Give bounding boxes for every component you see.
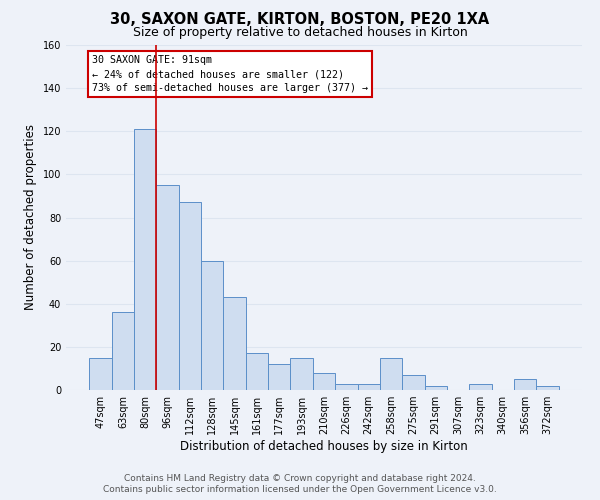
Bar	[536, 386, 559, 390]
Bar	[313, 373, 335, 390]
Bar	[89, 358, 112, 390]
Bar	[157, 185, 179, 390]
Bar	[290, 358, 313, 390]
Y-axis label: Number of detached properties: Number of detached properties	[24, 124, 37, 310]
Bar	[380, 358, 402, 390]
Bar	[425, 386, 447, 390]
Bar	[112, 312, 134, 390]
Bar	[358, 384, 380, 390]
X-axis label: Distribution of detached houses by size in Kirton: Distribution of detached houses by size …	[180, 440, 468, 453]
Bar	[179, 202, 201, 390]
Bar	[469, 384, 491, 390]
Text: 30 SAXON GATE: 91sqm
← 24% of detached houses are smaller (122)
73% of semi-deta: 30 SAXON GATE: 91sqm ← 24% of detached h…	[92, 56, 368, 94]
Text: 30, SAXON GATE, KIRTON, BOSTON, PE20 1XA: 30, SAXON GATE, KIRTON, BOSTON, PE20 1XA	[110, 12, 490, 28]
Text: Size of property relative to detached houses in Kirton: Size of property relative to detached ho…	[133, 26, 467, 39]
Bar	[246, 354, 268, 390]
Bar	[268, 364, 290, 390]
Bar	[335, 384, 358, 390]
Bar	[201, 260, 223, 390]
Bar	[134, 129, 157, 390]
Text: Contains HM Land Registry data © Crown copyright and database right 2024.
Contai: Contains HM Land Registry data © Crown c…	[103, 474, 497, 494]
Bar	[223, 298, 246, 390]
Bar	[514, 379, 536, 390]
Bar	[402, 375, 425, 390]
